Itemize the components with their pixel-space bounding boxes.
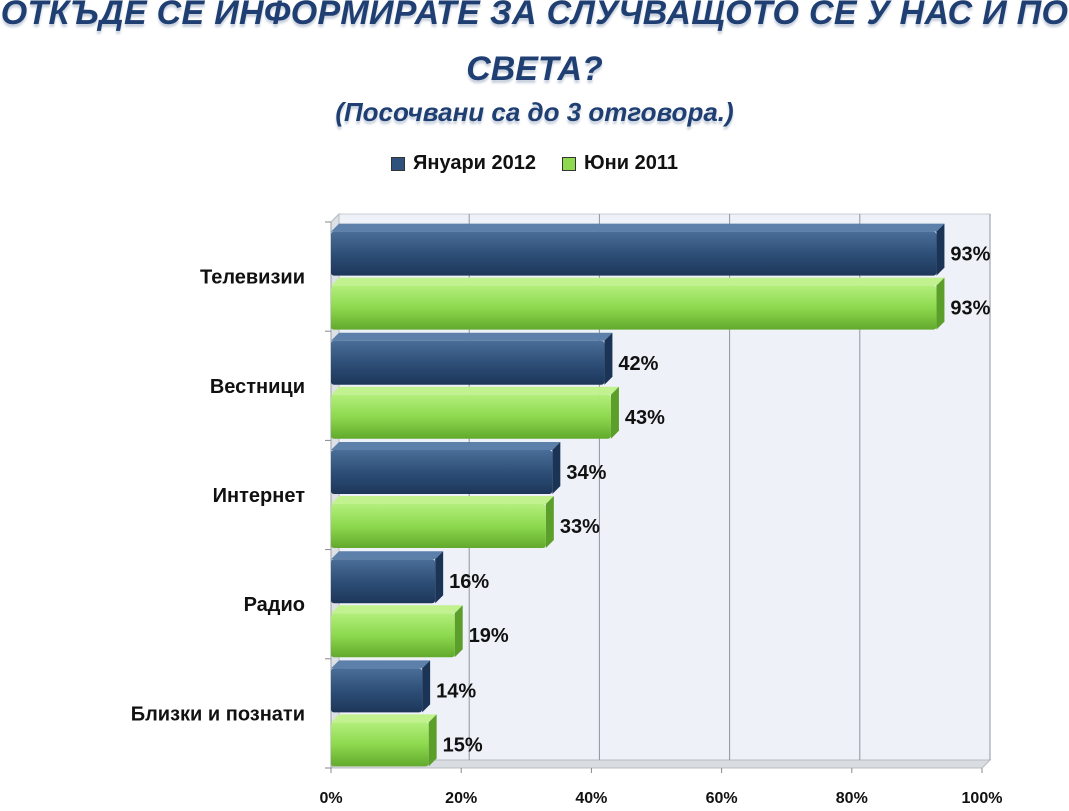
bar-top-face: [331, 714, 437, 723]
bar-side-face: [936, 277, 945, 330]
data-label: 43%: [625, 407, 665, 429]
bar-top-face: [331, 605, 463, 614]
bar-side-face: [604, 332, 613, 385]
bar-top-face: [331, 442, 561, 450]
x-tick-label: 0%: [319, 790, 342, 807]
data-label: 19%: [469, 625, 509, 647]
bar-side-face: [454, 605, 463, 658]
data-label: 93%: [950, 244, 990, 266]
legend-item-series-1: Януари 2012: [391, 152, 536, 175]
bar-side-face: [552, 442, 561, 494]
bar-top-face: [331, 277, 945, 286]
bar: [331, 231, 937, 276]
bar-side-face: [545, 496, 554, 548]
bar-top-face: [331, 223, 945, 232]
bar-top-face: [331, 332, 613, 341]
bar-top-face: [331, 386, 619, 395]
data-label: 16%: [449, 571, 489, 593]
legend-item-series-2: Юни 2011: [562, 152, 678, 175]
category-label: Вестници: [210, 376, 305, 398]
x-tick-label: 100%: [962, 790, 1003, 807]
category-label: Близки и познати: [131, 703, 305, 725]
x-tick-label: 60%: [706, 790, 738, 807]
labels: 0% 20% 40% 60% 80% 100% Телевизии 93% 93% Вестниц…: [131, 244, 1003, 807]
bar: [331, 559, 436, 604]
bar: [331, 504, 546, 548]
x-tick-label: 80%: [836, 790, 868, 807]
x-tick-label: 20%: [445, 790, 477, 807]
bar-top-face: [331, 660, 431, 669]
bar-top-face: [331, 496, 554, 504]
category-label: Радио: [244, 594, 305, 616]
chart-subtitle: (Посочвани са до 3 отговора.): [335, 97, 734, 127]
data-label: 15%: [443, 734, 483, 756]
legend-label-series-2: Юни 2011: [584, 152, 678, 174]
data-label: 34%: [566, 462, 606, 484]
bar-side-face: [610, 386, 619, 439]
bar-side-face: [428, 714, 437, 767]
bar: [331, 285, 937, 330]
category-label: Телевизии: [200, 267, 305, 289]
bar: [331, 394, 611, 439]
data-label: 93%: [950, 298, 990, 320]
data-label: 14%: [436, 680, 476, 702]
chart-title-line-2: СВЕТА?: [466, 50, 603, 88]
legend-swatch-series-1: [391, 156, 406, 171]
bar: [331, 668, 423, 713]
chart-legend: Януари 2012 Юни 2011: [0, 152, 1069, 175]
bar-top-face: [331, 551, 444, 560]
data-label: 33%: [560, 516, 600, 538]
data-label: 42%: [618, 353, 658, 375]
category-label: Интернет: [213, 485, 306, 507]
bar-side-face: [435, 551, 444, 604]
bar: [331, 450, 553, 494]
x-tick-label: 40%: [575, 790, 607, 807]
bar: [331, 613, 455, 658]
bar: [331, 340, 605, 385]
bar: [331, 722, 429, 767]
bars: [331, 223, 945, 767]
bar-side-face: [936, 223, 945, 276]
legend-label-series-1: Януари 2012: [413, 152, 537, 174]
legend-swatch-series-2: [562, 156, 577, 171]
bar-side-face: [422, 660, 431, 713]
chart-title-line-1: ОТКЪДЕ СЕ ИНФОРМИРАТЕ ЗА СЛУЧВАЩОТО СЕ У…: [0, 0, 1069, 32]
